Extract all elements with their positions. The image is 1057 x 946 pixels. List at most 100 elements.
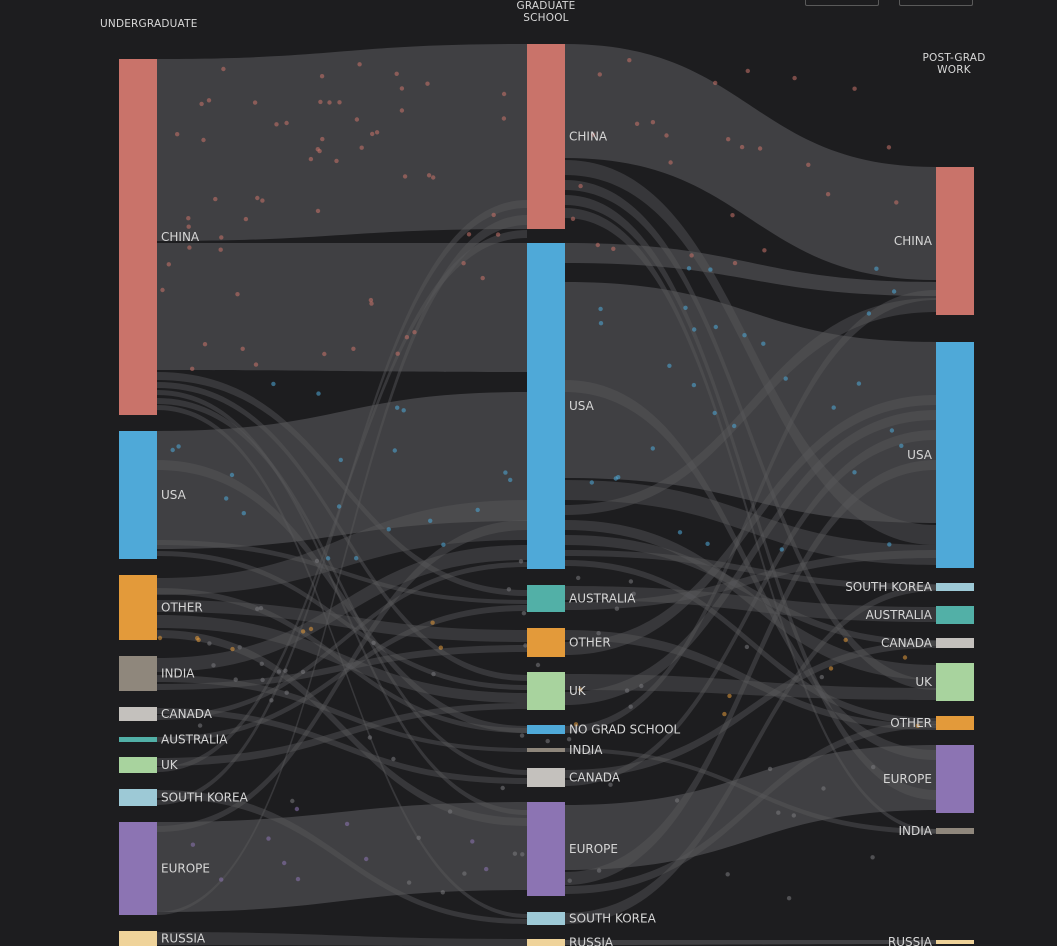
- strand-graduate-china-to-india[interactable]: [565, 208, 936, 833]
- flow-particle: [235, 292, 240, 297]
- strand-graduate-uk-to-usa[interactable]: [565, 410, 936, 705]
- node-graduate-canada[interactable]: [527, 768, 565, 787]
- node-graduate-india[interactable]: [527, 748, 565, 752]
- strand-graduate-europe-to-other[interactable]: [565, 721, 936, 894]
- flow-particle: [650, 120, 656, 125]
- strand-undergraduate-china-to-australia[interactable]: [157, 372, 527, 596]
- node-graduate-usa[interactable]: [527, 243, 565, 569]
- strand-undergraduate-china-to-uk[interactable]: [157, 382, 527, 681]
- strand-undergraduate-europe-to-china[interactable]: [157, 215, 527, 915]
- strand-undergraduate-south-korea-to-usa[interactable]: [157, 200, 527, 805]
- strand-undergraduate-australia-to-australia[interactable]: [157, 605, 527, 742]
- strand-graduate-usa-to-uk[interactable]: [565, 520, 936, 680]
- node-postgrad-europe[interactable]: [936, 745, 974, 813]
- strand-undergraduate-india-to-india[interactable]: [157, 675, 527, 752]
- strand-graduate-china-to-uk[interactable]: [565, 180, 936, 690]
- link-graduate-usa-to-usa[interactable]: [565, 282, 936, 523]
- strand-undergraduate-canada-to-canada[interactable]: [157, 708, 527, 784]
- flow-particle: [611, 246, 616, 251]
- strand-undergraduate-usa-to-australia[interactable]: [157, 540, 527, 604]
- node-graduate-russia[interactable]: [527, 939, 565, 946]
- strand-undergraduate-india-to-usa[interactable]: [157, 545, 527, 672]
- node-graduate-europe[interactable]: [527, 802, 565, 896]
- strand-undergraduate-china-to-south-korea[interactable]: [157, 405, 527, 918]
- node-undergraduate-south-korea[interactable]: [119, 789, 157, 806]
- strand-graduate-usa-to-china[interactable]: [565, 298, 936, 515]
- strand-graduate-usa-to-south-korea[interactable]: [565, 550, 936, 590]
- strand-undergraduate-other-to-europe[interactable]: [157, 630, 527, 826]
- node-undergraduate-europe[interactable]: [119, 822, 157, 915]
- strand-graduate-canada-to-canada[interactable]: [565, 641, 936, 778]
- strand-undergraduate-europe-to-usa[interactable]: [157, 520, 527, 832]
- strand-graduate-usa-to-europe[interactable]: [565, 380, 936, 760]
- strand-undergraduate-china-to-europe[interactable]: [157, 390, 527, 815]
- node-undergraduate-india[interactable]: [119, 656, 157, 691]
- node-graduate-china[interactable]: [527, 44, 565, 229]
- strand-undergraduate-canada-to-usa[interactable]: [157, 562, 527, 720]
- node-postgrad-uk[interactable]: [936, 663, 974, 701]
- node-graduate-australia[interactable]: [527, 585, 565, 612]
- strand-undergraduate-usa-to-uk[interactable]: [157, 551, 527, 690]
- strand-undergraduate-south-korea-to-south-korea[interactable]: [157, 790, 527, 924]
- link-undergraduate-china-to-china[interactable]: [157, 44, 527, 241]
- view-toggle-button-2[interactable]: [899, 0, 973, 6]
- view-toggle-button-1[interactable]: [805, 0, 879, 6]
- strand-undergraduate-india-to-other[interactable]: [157, 645, 527, 690]
- strand-graduate-other-to-other[interactable]: [565, 630, 936, 730]
- strand-graduate-australia-to-australia[interactable]: [565, 586, 936, 622]
- strand-undergraduate-other-to-uk[interactable]: [157, 615, 527, 703]
- flow-particle: [428, 518, 433, 523]
- strand-undergraduate-other-to-other[interactable]: [157, 600, 527, 642]
- node-graduate-other[interactable]: [527, 628, 565, 657]
- node-graduate-uk[interactable]: [527, 672, 565, 710]
- strand-undergraduate-other-to-no-grad-school[interactable]: [157, 588, 527, 733]
- node-undergraduate-canada[interactable]: [119, 707, 157, 721]
- flow-particle: [616, 475, 621, 480]
- link-undergraduate-europe-to-europe[interactable]: [157, 802, 527, 912]
- node-postgrad-canada[interactable]: [936, 638, 974, 648]
- strand-undergraduate-usa-to-no-grad-school[interactable]: [157, 460, 527, 733]
- strand-graduate-uk-to-uk[interactable]: [565, 674, 936, 700]
- strand-graduate-other-to-usa[interactable]: [565, 395, 936, 655]
- node-undergraduate-russia[interactable]: [119, 931, 157, 946]
- strand-graduate-australia-to-usa[interactable]: [565, 550, 936, 610]
- node-undergraduate-uk[interactable]: [119, 757, 157, 773]
- node-graduate-south-korea[interactable]: [527, 912, 565, 925]
- strand-undergraduate-uk-to-usa[interactable]: [157, 230, 527, 772]
- strand-graduate-india-to-india[interactable]: [565, 748, 936, 834]
- strand-graduate-no-grad-school-to-china[interactable]: [565, 290, 936, 733]
- strand-undergraduate-uk-to-uk[interactable]: [157, 703, 527, 766]
- node-postgrad-usa[interactable]: [936, 342, 974, 568]
- node-postgrad-australia[interactable]: [936, 606, 974, 624]
- strand-graduate-china-to-europe[interactable]: [565, 195, 936, 800]
- node-postgrad-russia[interactable]: [936, 940, 974, 944]
- node-undergraduate-australia[interactable]: [119, 737, 157, 742]
- strand-graduate-canada-to-usa[interactable]: [565, 430, 936, 786]
- strand-graduate-usa-to-other[interactable]: [565, 560, 936, 725]
- node-postgrad-china[interactable]: [936, 167, 974, 315]
- node-undergraduate-usa[interactable]: [119, 431, 157, 559]
- node-graduate-no-grad-school[interactable]: [527, 725, 565, 734]
- strand-graduate-europe-to-usa[interactable]: [565, 460, 936, 885]
- strand-undergraduate-other-to-usa[interactable]: [157, 500, 527, 595]
- link-undergraduate-usa-to-usa[interactable]: [157, 392, 527, 549]
- strand-graduate-china-to-usa[interactable]: [565, 160, 936, 545]
- strand-graduate-usa-to-usa[interactable]: [565, 480, 936, 565]
- flow-particle: [535, 662, 541, 668]
- link-graduate-usa-to-china[interactable]: [565, 243, 936, 296]
- link-graduate-russia-to-russia[interactable]: [565, 940, 936, 945]
- flow-particle: [255, 606, 260, 612]
- link-graduate-europe-to-europe[interactable]: [565, 745, 936, 870]
- node-postgrad-india[interactable]: [936, 828, 974, 834]
- node-postgrad-south-korea[interactable]: [936, 583, 974, 591]
- node-undergraduate-other[interactable]: [119, 575, 157, 640]
- node-postgrad-other[interactable]: [936, 716, 974, 730]
- strand-undergraduate-china-to-canada[interactable]: [157, 398, 527, 775]
- strand-undergraduate-russia-to-russia[interactable]: [157, 932, 527, 946]
- strand-graduate-usa-to-canada[interactable]: [565, 535, 936, 646]
- link-graduate-china-to-china[interactable]: [565, 44, 936, 280]
- strand-graduate-south-korea-to-south-korea[interactable]: [565, 585, 936, 924]
- nodes-layer: [119, 44, 974, 946]
- node-undergraduate-china[interactable]: [119, 59, 157, 415]
- link-undergraduate-china-to-usa[interactable]: [157, 243, 527, 372]
